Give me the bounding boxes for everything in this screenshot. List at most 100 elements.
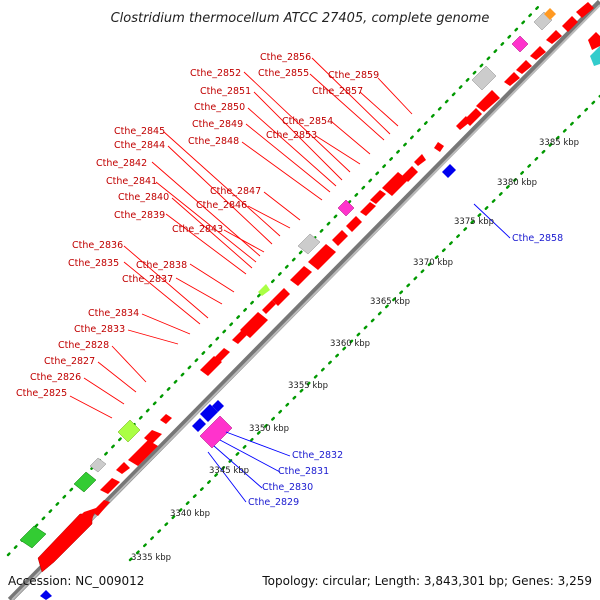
gene-feature[interactable] <box>200 404 218 422</box>
gene-label[interactable]: Cthe_2851 <box>200 86 251 97</box>
gene-feature[interactable] <box>199 415 233 449</box>
gene-feature[interactable] <box>100 478 120 494</box>
gene-feature[interactable] <box>516 60 532 74</box>
gene-feature[interactable] <box>128 440 158 466</box>
tick-label: 3355 kbp <box>288 381 328 391</box>
gene-label[interactable]: Cthe_2829 <box>248 497 299 508</box>
gene-feature[interactable] <box>332 230 348 246</box>
label-leaders <box>69 57 511 503</box>
gene-feature[interactable] <box>262 300 276 314</box>
leader-line <box>309 73 385 141</box>
gene-feature[interactable] <box>414 154 426 166</box>
tick-label: 3340 kbp <box>170 509 210 519</box>
gene-feature[interactable] <box>476 90 500 112</box>
gene-feature[interactable] <box>308 244 336 270</box>
gene-label[interactable]: Cthe_2825 <box>16 388 67 399</box>
gene-label[interactable]: Cthe_2837 <box>122 274 173 285</box>
gene-label[interactable]: Cthe_2835 <box>68 258 119 269</box>
gene-label[interactable]: Cthe_2834 <box>88 308 139 319</box>
gene-label[interactable]: Cthe_2859 <box>328 70 379 81</box>
gene-label[interactable]: Cthe_2842 <box>96 158 147 169</box>
gene-feature[interactable] <box>576 2 594 18</box>
gene-feature[interactable] <box>530 46 546 60</box>
gene-label[interactable]: Cthe_2841 <box>106 176 157 187</box>
gene-label[interactable]: Cthe_2838 <box>136 260 187 271</box>
gene-label[interactable]: Cthe_2844 <box>114 140 165 151</box>
gene-label[interactable]: Cthe_2839 <box>114 210 165 221</box>
gene-feature[interactable] <box>89 457 107 473</box>
gene-label[interactable]: Cthe_2849 <box>192 119 243 130</box>
gene-feature[interactable] <box>434 142 444 152</box>
gene-label[interactable]: Cthe_2831 <box>278 466 329 477</box>
gene-label[interactable]: Cthe_2847 <box>210 186 261 197</box>
gene-feature[interactable] <box>588 32 600 50</box>
gene-feature[interactable] <box>160 414 172 424</box>
gene-label[interactable]: Cthe_2830 <box>262 482 313 493</box>
tick-label: 3335 kbp <box>131 553 171 563</box>
gene-label[interactable]: Cthe_2845 <box>114 126 165 137</box>
gene-feature[interactable] <box>214 348 230 362</box>
leader-line <box>359 91 399 127</box>
gene-label[interactable]: Cthe_2852 <box>190 68 241 79</box>
gene-label[interactable]: Cthe_2855 <box>258 68 309 79</box>
gene-feature[interactable] <box>544 8 556 20</box>
leader-line <box>175 277 223 305</box>
gene-feature[interactable] <box>144 430 162 444</box>
gene-label[interactable]: Cthe_2840 <box>118 192 169 203</box>
gene-label[interactable]: Cthe_2843 <box>172 224 223 235</box>
leader-line <box>253 91 343 181</box>
gene-feature[interactable] <box>546 30 562 44</box>
gene-label[interactable]: Cthe_2853 <box>266 130 317 141</box>
gene-feature[interactable] <box>464 108 482 126</box>
gene-feature[interactable] <box>590 46 600 66</box>
gene-label[interactable]: Cthe_2836 <box>72 240 123 251</box>
gene-feature[interactable] <box>442 164 456 178</box>
gene-feature[interactable] <box>40 590 52 600</box>
gene-feature[interactable] <box>402 166 418 182</box>
gene-label[interactable]: Cthe_2857 <box>312 86 363 97</box>
gene-feature[interactable] <box>240 312 268 338</box>
gene-feature[interactable] <box>511 35 529 53</box>
gene-feature[interactable] <box>290 266 312 286</box>
gene-feature[interactable] <box>562 16 578 32</box>
gene-feature[interactable] <box>471 65 497 91</box>
gene-label[interactable]: Cthe_2854 <box>282 116 333 127</box>
leader-line <box>207 451 247 503</box>
gene-feature[interactable] <box>504 72 520 86</box>
gene-feature[interactable] <box>346 216 362 232</box>
gene-feature[interactable] <box>370 190 386 204</box>
leader-line <box>223 229 265 253</box>
gene-feature[interactable] <box>92 500 110 516</box>
gene-label[interactable]: Cthe_2848 <box>188 136 239 147</box>
gene-feature[interactable] <box>116 462 130 474</box>
leader-line <box>123 245 209 319</box>
gene-label[interactable]: Cthe_2856 <box>260 52 311 63</box>
tick-labels: 3335 kbp 3340 kbp 3345 kbp 3350 kbp 3355… <box>131 138 579 563</box>
gene-feature[interactable] <box>192 418 206 432</box>
gene-feature[interactable] <box>232 330 248 344</box>
gene-feature[interactable] <box>60 508 96 544</box>
gene-label[interactable]: Cthe_2858 <box>512 233 563 244</box>
gene-feature[interactable] <box>382 172 408 196</box>
gene-label[interactable]: Cthe_2846 <box>196 200 247 211</box>
gene-feature[interactable] <box>337 199 355 217</box>
gene-feature[interactable] <box>272 288 290 306</box>
tick-label: 3350 kbp <box>249 424 289 434</box>
gene-feature[interactable] <box>212 400 224 412</box>
leader-line <box>69 395 113 419</box>
gene-feature[interactable] <box>200 356 222 376</box>
gene-label[interactable]: Cthe_2827 <box>44 356 95 367</box>
gene-feature[interactable] <box>117 419 141 443</box>
gene-feature[interactable] <box>297 233 321 255</box>
gene-feature[interactable] <box>73 471 97 493</box>
gene-label[interactable]: Cthe_2828 <box>58 340 109 351</box>
gene-feature[interactable] <box>19 525 47 549</box>
gene-label[interactable]: Cthe_2833 <box>74 324 125 335</box>
gene-label[interactable]: Cthe_2850 <box>194 102 245 113</box>
gene-label[interactable]: Cthe_2826 <box>30 372 81 383</box>
gene-label[interactable]: Cthe_2832 <box>292 450 343 461</box>
gene-feature[interactable] <box>258 284 270 296</box>
gene-feature[interactable] <box>360 202 376 216</box>
leader-line <box>377 77 413 115</box>
forward-genes <box>19 2 600 573</box>
